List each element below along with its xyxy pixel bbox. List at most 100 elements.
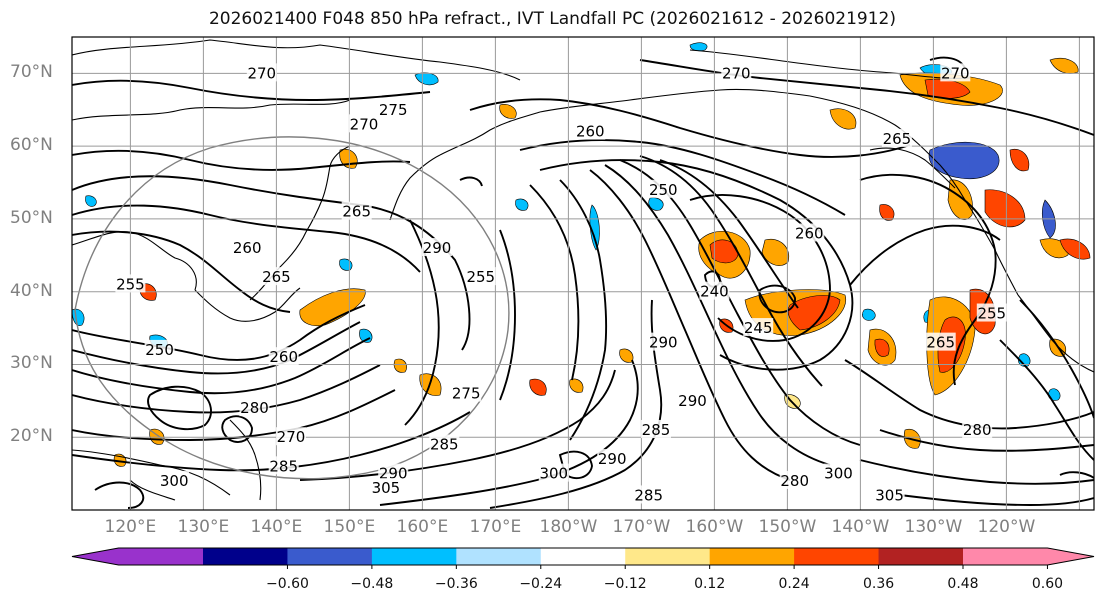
contour-label-bg [597,449,628,468]
contour-label: 280 [963,421,992,439]
contour-label: 305 [372,479,401,497]
contour-label: 280 [240,399,269,417]
contour-label: 275 [379,101,408,119]
map-background [72,37,1094,510]
latitude-label: 30°N [10,353,53,374]
contour-label-bg [538,463,569,482]
colorbar-tick-label: −0.60 [265,576,309,592]
longitude-label: 140°W [831,517,890,537]
longitude-label: 170°E [469,517,522,537]
colorbar-tick-label: 0.12 [694,576,726,592]
contour-label-bg [144,339,175,358]
contour-label: 260 [269,348,298,366]
contour-label: 265 [883,130,912,148]
colorbar-segment [203,548,288,565]
colorbar-tick-label: −0.36 [434,576,478,592]
colorbar-tick-label: 0.24 [778,576,810,592]
longitude-label: 130°W [904,517,963,537]
contour-label-bg [641,419,671,438]
longitude-label: 150°E [323,517,376,537]
contour-label-bg [261,267,292,286]
longitude-label: 140°E [250,517,303,537]
colorbar [71,547,1095,569]
colorbar-outline [71,547,1095,566]
contour-label-bg [349,114,379,133]
contour-label-bg [881,128,912,147]
contour-label: 260 [233,239,262,257]
contour-label: 285 [634,486,663,504]
contour-label-bg [743,318,774,337]
contour-label: 265 [262,268,291,286]
contour-label: 270 [722,64,751,82]
contour-label: 290 [379,465,408,483]
latitude-label: 20°N [10,426,53,447]
contour-label: 300 [160,472,189,490]
contour-label-bg [378,99,409,118]
longitude-label: 160°E [396,517,449,537]
contour-label-bg [239,398,270,417]
contour-label-bg [451,383,482,402]
colorbar-lower-extension [72,548,203,565]
contour-label-bg [378,463,409,482]
contour-label: 285 [430,436,459,454]
contour-label: 255 [466,268,495,286]
longitude-label: 160°W [685,517,744,537]
colorbar-tick-label: 0.36 [862,576,895,592]
contour-label: 275 [452,385,481,403]
latitude-label: 40°N [10,280,53,301]
contour-label-bg [721,63,752,82]
contour-label-bg [962,419,993,438]
colorbar-segment [371,548,457,565]
contour-label: 290 [423,239,452,257]
contour-label-bg [268,347,299,366]
contour-label: 260 [795,224,824,242]
contour-label-bg [874,485,905,504]
contour-label-bg [633,485,664,504]
colorbar-tick-label: −0.24 [519,576,563,592]
contour-label: 265 [342,203,371,221]
colorbar-tick-label: −0.48 [350,576,394,592]
map-frame [71,36,1095,511]
longitude-label: 180°W [539,517,598,537]
colorbar-segment [287,548,373,565]
contour-label: 290 [678,392,707,410]
colorbar-segment [794,548,880,565]
contour-label: 290 [649,334,678,352]
map-title: 2026021400 F048 850 hPa refract., IVT La… [208,9,896,29]
contour-label: 270 [350,115,379,133]
contour-label: 300 [539,465,568,483]
longitude-label: 120°W [977,517,1036,537]
latitude-label: 50°N [10,207,53,228]
contour-label: 255 [977,305,1006,323]
colorbar-segment [540,548,626,565]
contour-label: 265 [926,334,955,352]
contour-label: 305 [875,486,904,504]
contour-label: 270 [247,64,276,82]
contour-label: 260 [576,123,605,141]
colorbar-upper-extension [963,548,1094,565]
contour-label-bg [246,63,277,82]
contour-label-bg [940,63,971,82]
contour-label-bg [268,456,299,475]
contour-label-bg [976,303,1007,322]
contour-label-bg [779,470,810,489]
contour-label-bg [823,463,854,482]
contour-label: 250 [649,181,678,199]
contour-label-bg [575,121,606,140]
contour-label-bg [422,238,452,257]
colorbar-tick-label: 0.60 [1031,576,1064,592]
contour-label: 300 [824,465,853,483]
contour-label-bg [465,267,496,286]
contour-label: 245 [744,319,773,337]
contour-label-bg [677,390,708,409]
contour-label: 270 [277,428,306,446]
longitude-label: 150°W [758,517,817,537]
contour-label: 290 [598,450,627,468]
contour-label: 285 [642,421,671,439]
contour-label-bg [648,332,679,351]
contour-label-bg [648,179,679,198]
colorbar-segment [709,548,795,565]
colorbar-segment [878,548,964,565]
